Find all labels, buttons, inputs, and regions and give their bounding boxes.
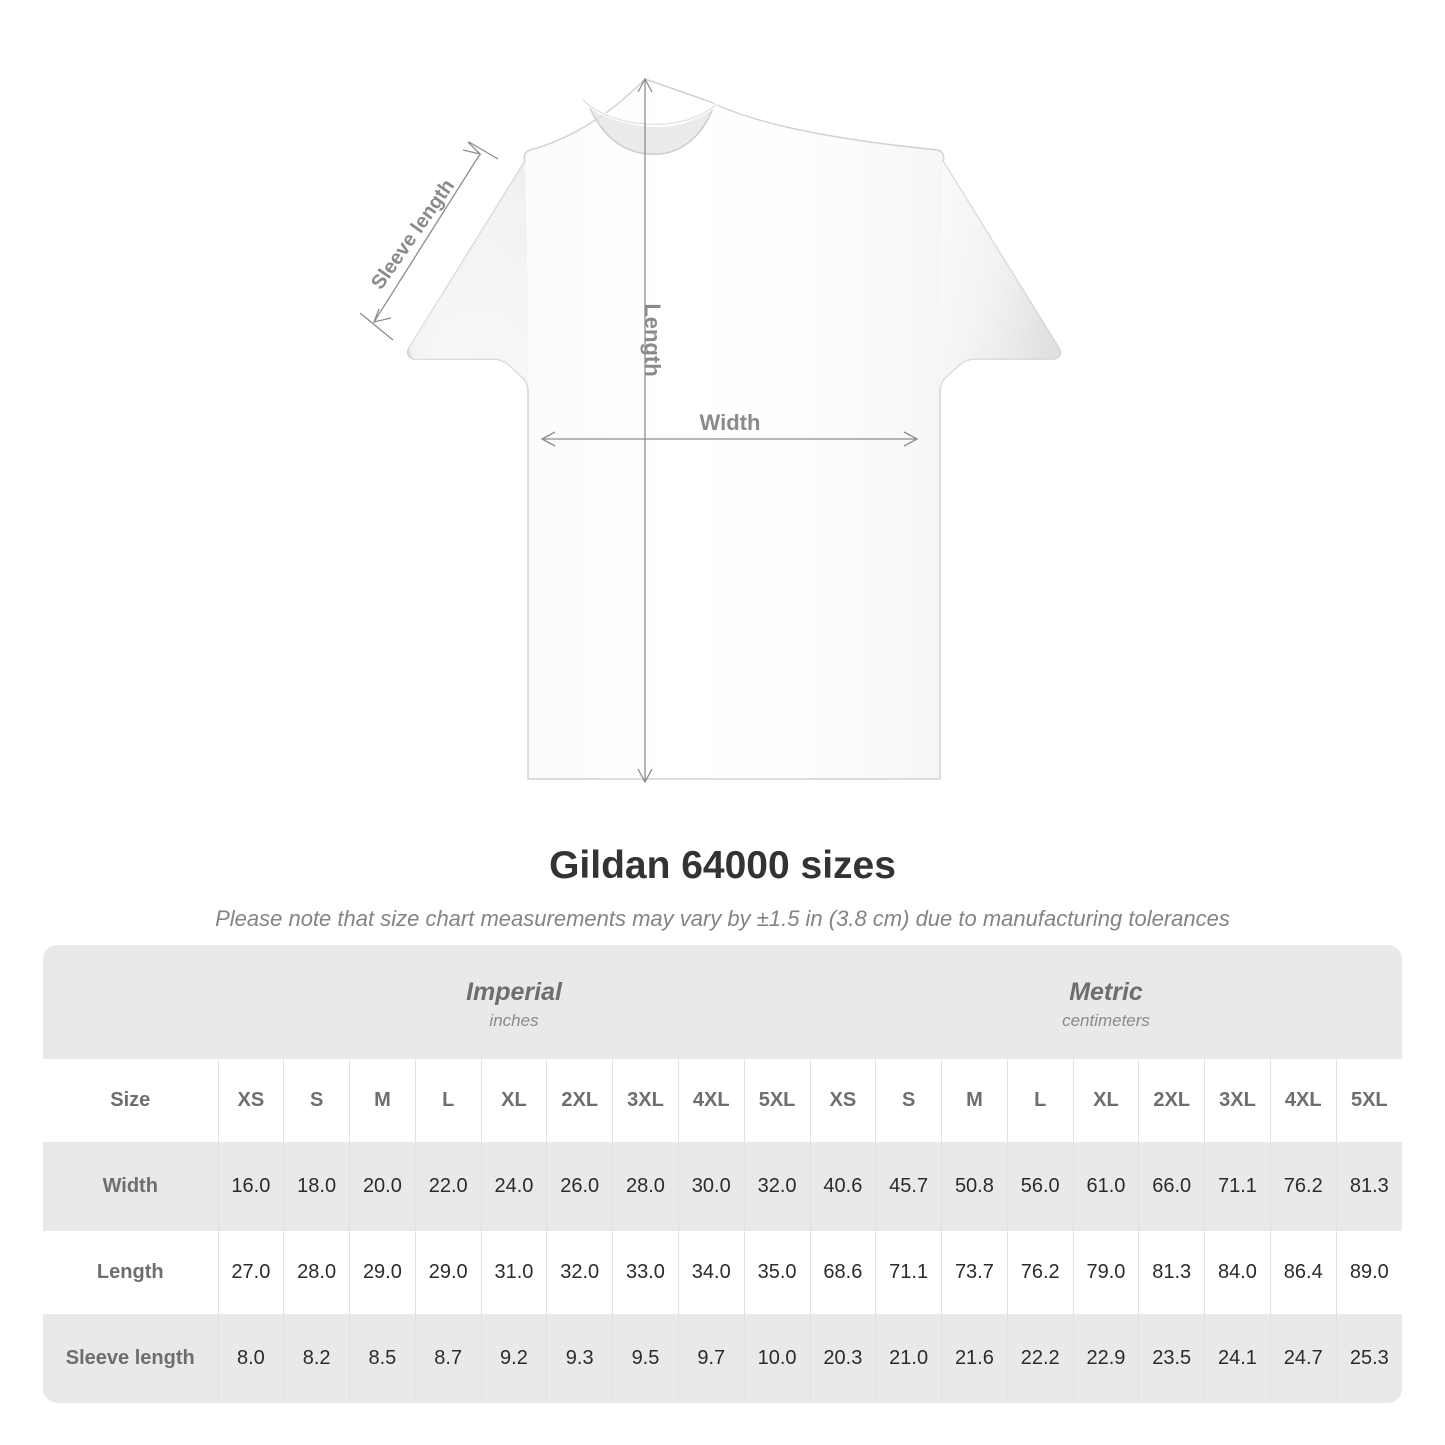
svg-text:Width: Width xyxy=(700,410,761,435)
svg-text:Sleeve length: Sleeve length xyxy=(367,175,459,293)
svg-text:Length: Length xyxy=(640,303,665,376)
